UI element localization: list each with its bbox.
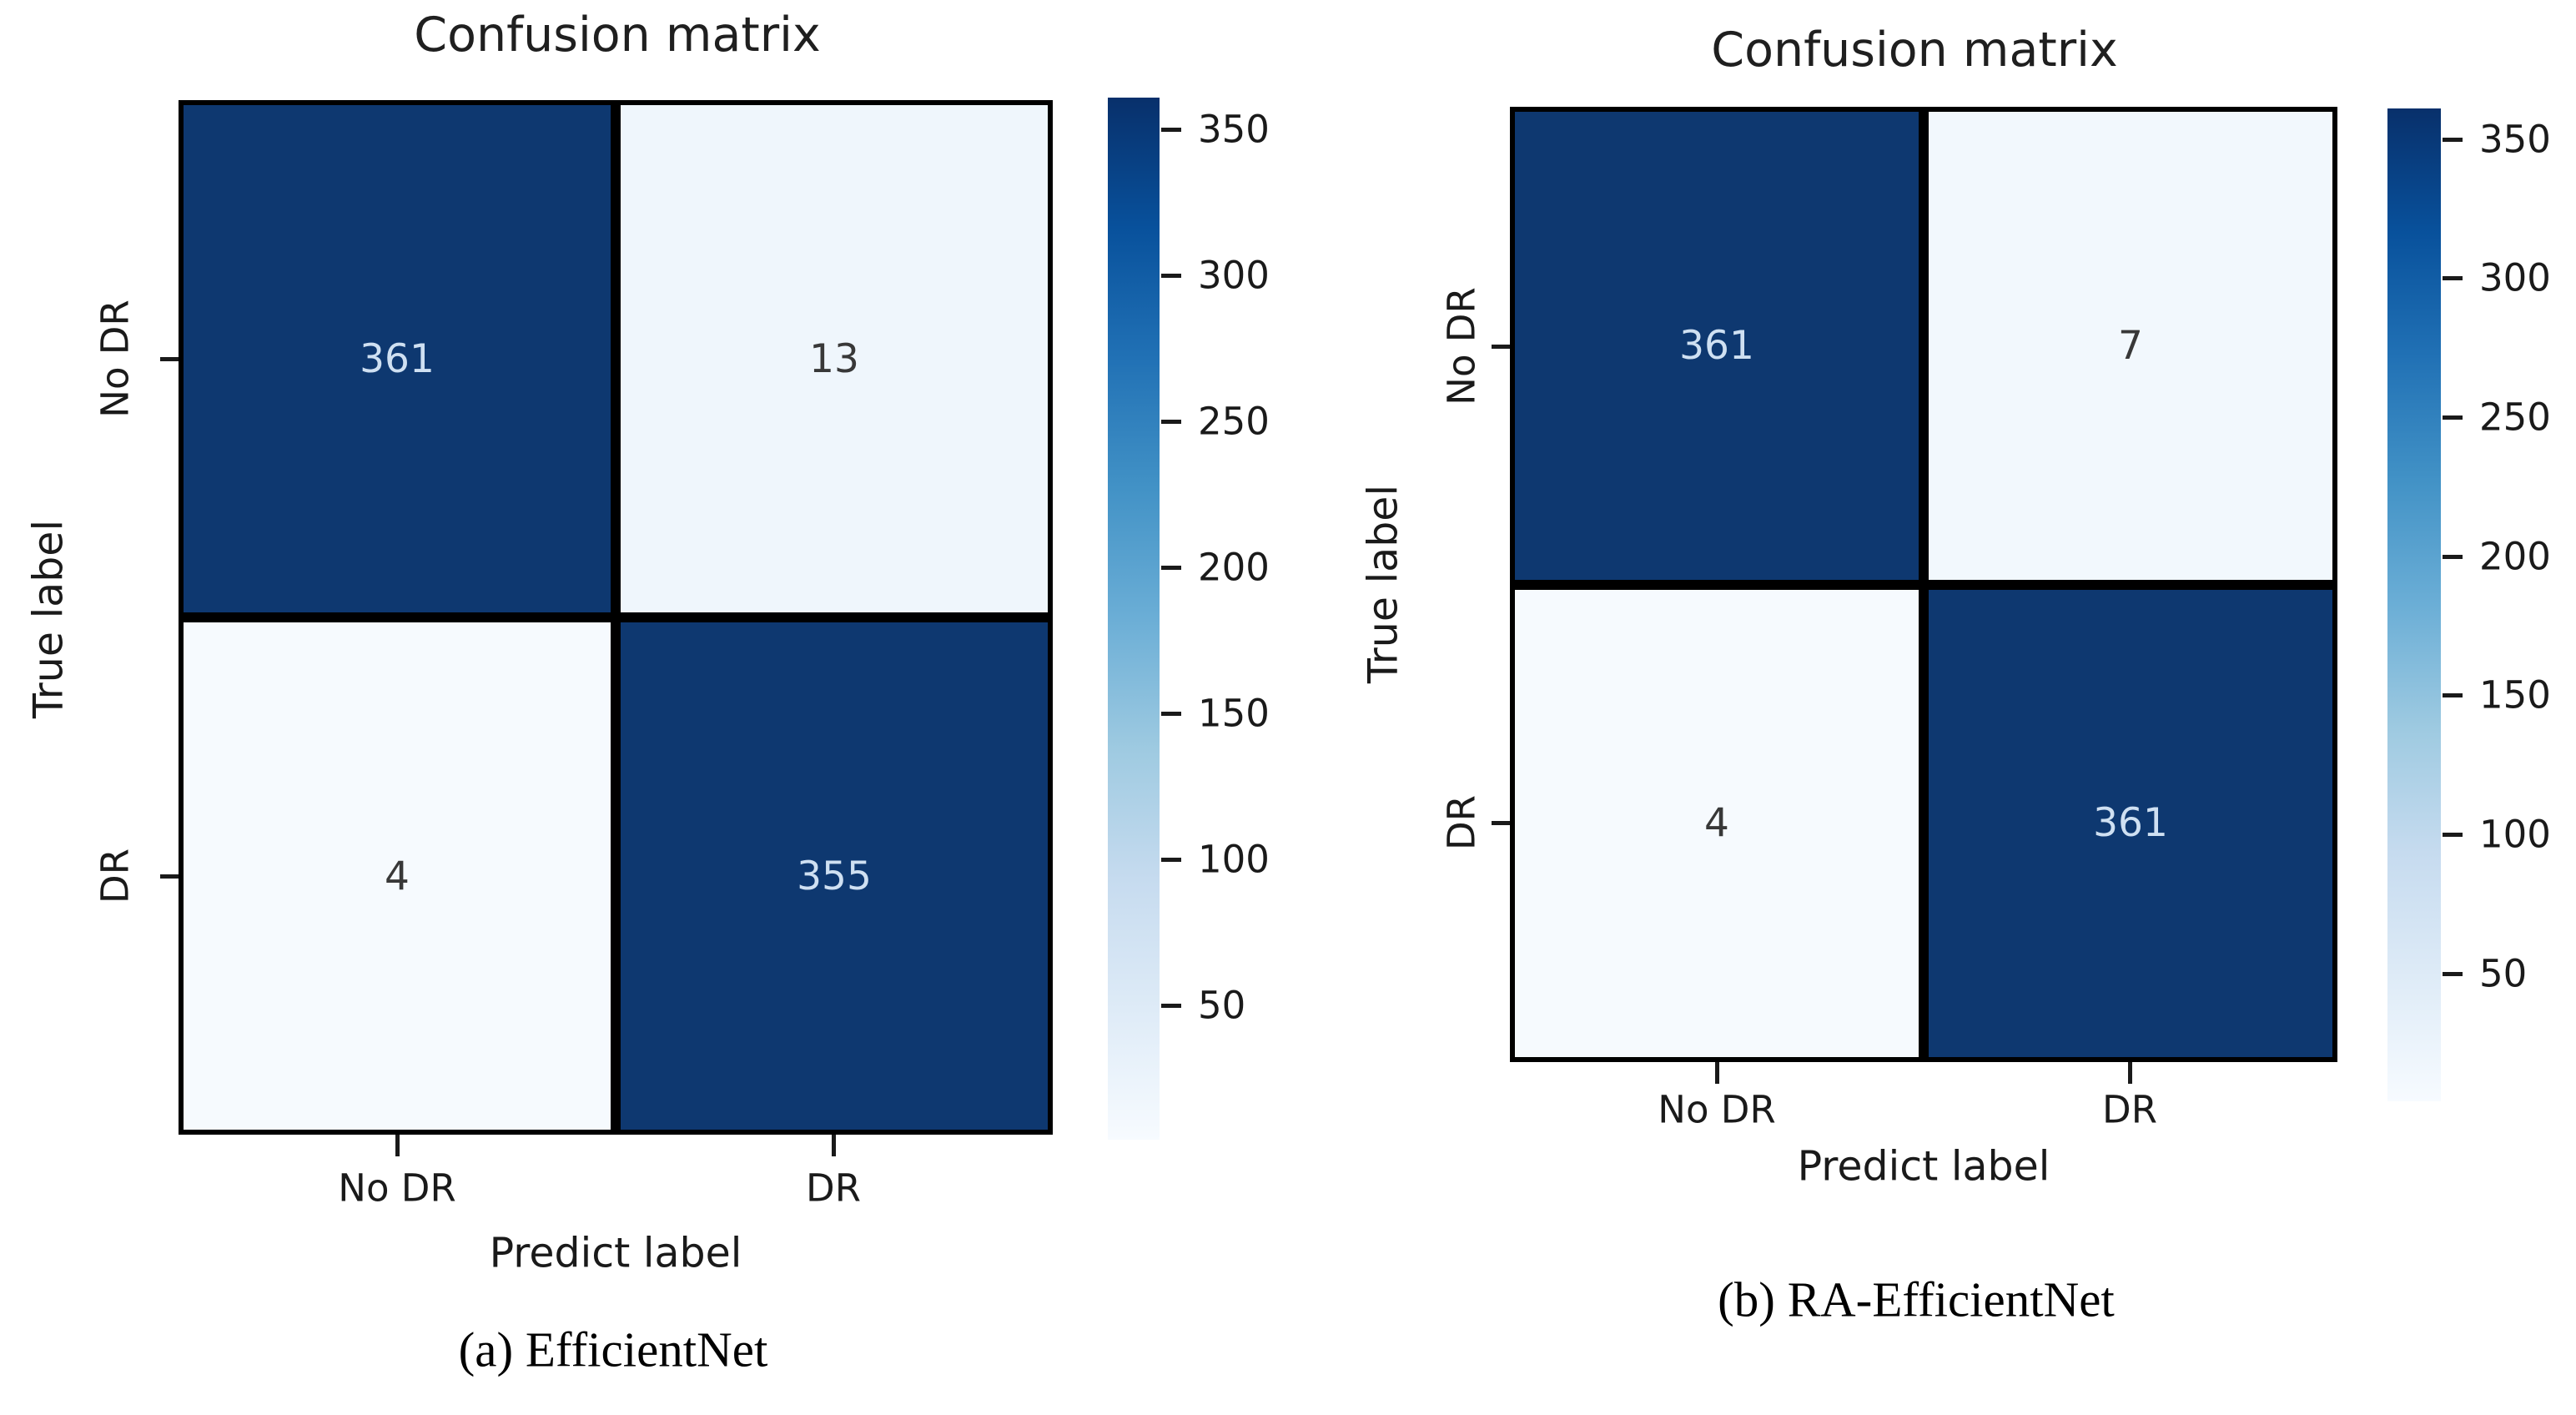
cell-value: 4 [1704, 800, 1729, 847]
right-ytick-mark [1492, 821, 1510, 825]
cell-value: 355 [797, 853, 872, 899]
left-colorbar-tick [1161, 566, 1181, 570]
left-cell-true-nodr-pred-dr: 13 [621, 105, 1048, 612]
right-colorbar-label: 250 [2479, 395, 2551, 440]
left-plot-title: Confusion matrix [414, 8, 821, 63]
left-xtick-mark [832, 1135, 836, 1156]
right-colorbar-label: 200 [2479, 534, 2551, 579]
right-cell-true-nodr-pred-nodr: 361 [1515, 112, 1919, 580]
cell-value: 13 [809, 335, 859, 382]
right-cell-true-dr-pred-dr: 361 [1929, 589, 2332, 1057]
left-colorbar-label: 350 [1198, 107, 1270, 152]
left-xtick-label-dr: DR [806, 1166, 861, 1211]
left-cell-true-nodr-pred-nodr: 361 [184, 105, 611, 612]
left-colorbar [1108, 98, 1160, 1140]
left-colorbar-tick [1161, 712, 1181, 716]
right-colorbar-label: 150 [2479, 672, 2551, 718]
right-confusion-matrix: 361 7 4 361 [1510, 107, 2337, 1062]
right-caption: (b) RA-EfficientNet [1718, 1271, 2115, 1327]
right-colorbar [2387, 108, 2441, 1101]
right-colorbar-tick [2443, 555, 2463, 559]
left-colorbar-label: 250 [1198, 399, 1270, 444]
right-ytick-label-dr: DR [1439, 795, 1484, 850]
right-colorbar-label: 50 [2479, 951, 2528, 996]
left-xtick-label-nodr: No DR [338, 1166, 456, 1211]
right-colorbar-tick [2443, 972, 2463, 976]
cell-value: 7 [2118, 322, 2143, 369]
right-xtick-label-nodr: No DR [1658, 1087, 1776, 1132]
cell-value: 361 [2093, 800, 2168, 847]
right-colorbar-tick [2443, 138, 2463, 142]
right-colorbar-tick [2443, 693, 2463, 697]
right-ytick-label-nodr: No DR [1439, 287, 1484, 405]
left-cell-true-dr-pred-dr: 355 [621, 622, 1048, 1130]
right-colorbar-tick [2443, 276, 2463, 280]
right-xtick-mark [1715, 1062, 1719, 1084]
left-confusion-matrix: 361 13 4 355 [179, 100, 1053, 1135]
right-colorbar-tick [2443, 415, 2463, 420]
left-ytick-label-dr: DR [93, 848, 138, 904]
cell-value: 361 [1679, 322, 1754, 369]
left-colorbar-tick [1161, 128, 1181, 132]
right-ylabel: True label [1359, 484, 1407, 684]
left-colorbar-tick [1161, 1004, 1181, 1008]
left-xlabel: Predict label [489, 1229, 742, 1277]
right-cell-true-nodr-pred-dr: 7 [1929, 112, 2332, 580]
left-cell-true-dr-pred-nodr: 4 [184, 622, 611, 1130]
left-xtick-mark [395, 1135, 400, 1156]
left-colorbar-label: 150 [1198, 691, 1270, 736]
left-caption: (a) EfficientNet [458, 1322, 768, 1377]
right-xtick-label-dr: DR [2102, 1087, 2157, 1132]
right-colorbar-label: 350 [2479, 117, 2551, 162]
right-xlabel: Predict label [1797, 1142, 2050, 1191]
left-ylabel: True label [24, 519, 73, 719]
right-cell-true-dr-pred-nodr: 4 [1515, 589, 1919, 1057]
right-xtick-mark [2128, 1062, 2132, 1084]
left-colorbar-label: 100 [1198, 837, 1270, 882]
left-ytick-mark [160, 357, 179, 361]
right-colorbar-label: 100 [2479, 812, 2551, 857]
right-ytick-mark [1492, 345, 1510, 349]
left-ytick-label-nodr: No DR [93, 300, 138, 418]
left-colorbar-label: 50 [1198, 983, 1246, 1028]
right-plot-title: Confusion matrix [1711, 23, 2118, 78]
left-colorbar-label: 300 [1198, 253, 1270, 298]
cell-value: 4 [385, 853, 410, 899]
left-colorbar-label: 200 [1198, 545, 1270, 590]
left-colorbar-tick [1161, 420, 1181, 424]
left-colorbar-tick [1161, 858, 1181, 862]
left-ytick-mark [160, 874, 179, 879]
cell-value: 361 [360, 335, 435, 382]
right-colorbar-label: 300 [2479, 255, 2551, 300]
right-colorbar-tick [2443, 833, 2463, 837]
left-colorbar-tick [1161, 274, 1181, 278]
